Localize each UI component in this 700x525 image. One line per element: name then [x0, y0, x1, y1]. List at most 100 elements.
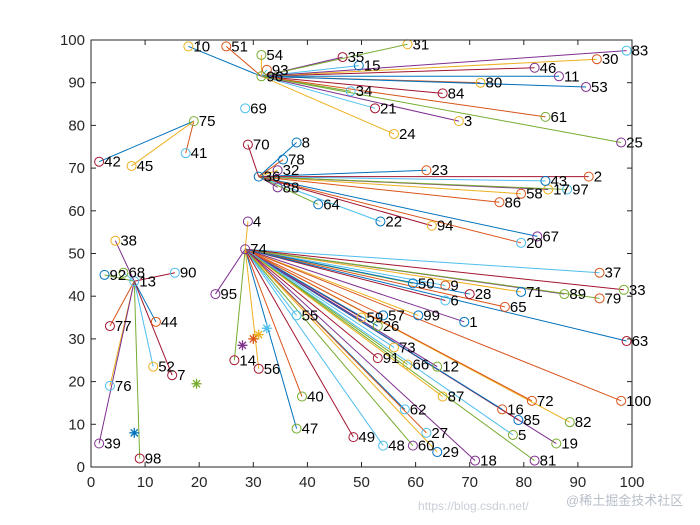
point-label-81: 81: [540, 453, 557, 470]
point-label-55: 55: [302, 307, 319, 324]
point-label-19: 19: [561, 436, 578, 453]
point-label-52: 52: [158, 359, 175, 376]
point-87: [437, 391, 448, 402]
edge-96-84: [261, 75, 443, 94]
edge-74-81: [244, 248, 535, 461]
point-59: [356, 312, 367, 323]
edge-96-15: [261, 65, 359, 77]
point-37: [594, 267, 605, 278]
point-39: [94, 438, 105, 449]
point-label-21: 21: [380, 100, 397, 117]
center-marker-1: [129, 427, 140, 438]
point-67: [532, 231, 543, 242]
point-label-12: 12: [442, 359, 459, 376]
edge-96-30: [261, 58, 597, 77]
point-2: [583, 171, 594, 182]
edge-74-5: [244, 248, 514, 436]
center-marker-3: [237, 340, 248, 351]
point-56: [253, 363, 264, 374]
point-81: [529, 455, 540, 466]
x-tick-label-30: 30: [245, 474, 262, 491]
point-35: [337, 52, 348, 63]
point-label-68: 68: [128, 265, 145, 282]
point-52: [148, 361, 159, 372]
point-label-33: 33: [629, 282, 646, 299]
point-label-51: 51: [231, 38, 248, 55]
point-label-4: 4: [253, 213, 261, 230]
point-label-90: 90: [180, 265, 197, 282]
point-33: [618, 284, 629, 295]
x-tick-label-40: 40: [299, 474, 316, 491]
point-50: [407, 278, 418, 289]
point-84: [437, 88, 448, 99]
edge-96-61: [261, 75, 546, 118]
point-label-42: 42: [104, 154, 121, 171]
point-10: [183, 41, 194, 52]
axes: 0 10 20 30 40 50 60 70 80 90 100 0 10 20 30 40 50 60 70 80 9…: [60, 32, 645, 491]
edge-96-31: [261, 43, 408, 77]
point-98: [134, 453, 145, 464]
y-tick-label-30: 30: [68, 331, 85, 348]
point-60: [407, 440, 418, 451]
edge-36-22: [258, 176, 381, 222]
point-label-22: 22: [385, 213, 402, 230]
edge-13-7: [133, 281, 173, 376]
point-18: [470, 455, 481, 466]
point-88: [272, 182, 283, 193]
point-label-96: 96: [266, 68, 283, 85]
edge-74-63: [245, 248, 627, 342]
edge-74-91: [244, 248, 379, 359]
point-label-82: 82: [575, 414, 592, 431]
edge-36-67: [258, 176, 538, 237]
point-label-29: 29: [442, 444, 459, 461]
point-43: [540, 175, 551, 186]
edge-74-60: [244, 248, 414, 446]
edge-36-70: [247, 144, 260, 177]
point-label-79: 79: [605, 290, 622, 307]
edge-96-51: [225, 46, 262, 77]
point-95: [210, 289, 221, 300]
point-13: [129, 276, 140, 287]
point-15: [353, 60, 364, 71]
edge-36-32: [258, 169, 278, 178]
edge-96-93: [261, 69, 268, 77]
point-label-72: 72: [537, 393, 554, 410]
point-label-69: 69: [250, 100, 267, 117]
edge-13-92: [104, 274, 135, 282]
edge-75-41: [185, 121, 195, 154]
edge-74-1: [245, 248, 465, 323]
point-label-100: 100: [626, 393, 651, 410]
point-label-54: 54: [266, 47, 283, 64]
point-7: [167, 370, 178, 381]
point-28: [464, 289, 475, 300]
point-label-87: 87: [448, 389, 465, 406]
point-label-47: 47: [302, 421, 319, 438]
edge-96-3: [261, 75, 459, 122]
point-label-1: 1: [469, 314, 477, 331]
point-label-20: 20: [526, 235, 543, 252]
point-51: [221, 41, 232, 52]
edge-13-77: [109, 281, 135, 327]
point-label-66: 66: [412, 357, 429, 374]
point-47: [291, 423, 302, 434]
point-100: [616, 395, 627, 406]
point-label-25: 25: [626, 134, 643, 151]
point-label-88: 88: [283, 179, 300, 196]
edge-36-97: [258, 176, 568, 190]
edge-36-8: [258, 142, 297, 178]
point-54: [256, 49, 267, 60]
edge-13-90: [134, 272, 175, 282]
edge-74-95: [215, 248, 246, 295]
point-90: [169, 267, 180, 278]
x-tick-label-90: 90: [570, 474, 587, 491]
y-tick-label-100: 100: [60, 32, 85, 49]
point-label-57: 57: [388, 307, 405, 324]
data-points: [94, 39, 632, 466]
edge-74-71: [245, 248, 522, 293]
point-label-78: 78: [288, 152, 305, 169]
point-label-50: 50: [418, 275, 435, 292]
edge-74-73: [244, 248, 395, 348]
point-label-24: 24: [399, 126, 416, 143]
point-label-61: 61: [550, 109, 567, 126]
edge-74-29: [244, 248, 438, 453]
